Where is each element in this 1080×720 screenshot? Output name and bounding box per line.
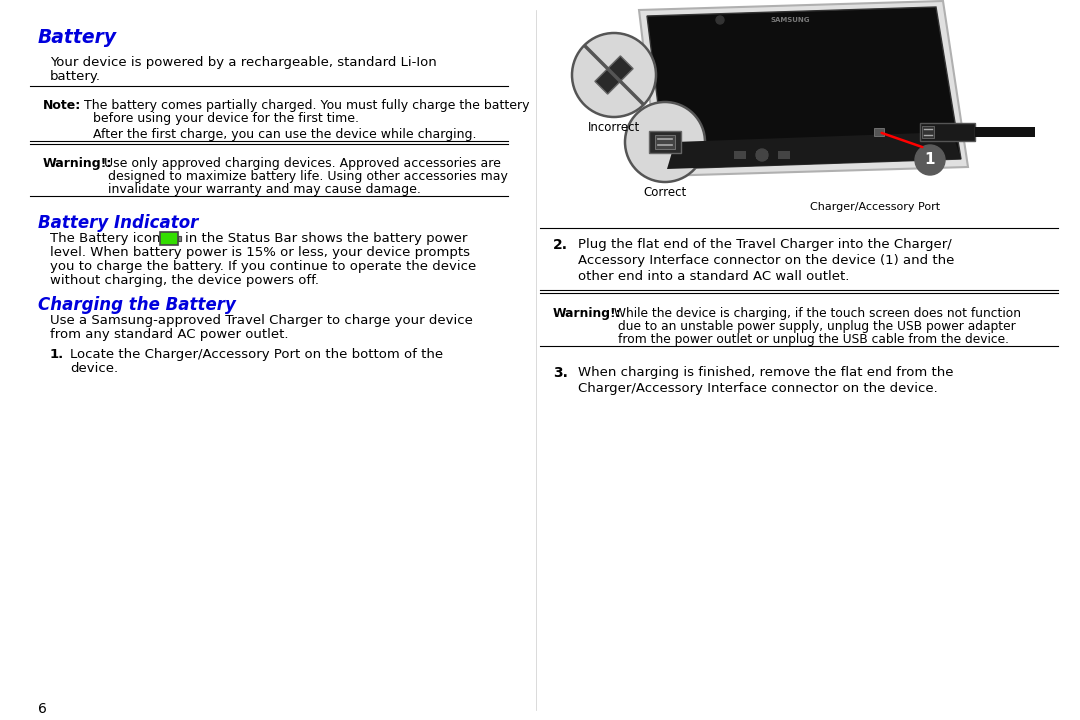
Bar bbox=[975, 127, 1035, 137]
Text: invalidate your warranty and may cause damage.: invalidate your warranty and may cause d… bbox=[108, 183, 421, 196]
Circle shape bbox=[716, 16, 724, 24]
Bar bbox=[654, 135, 675, 149]
Text: other end into a standard AC wall outlet.: other end into a standard AC wall outlet… bbox=[578, 270, 849, 283]
Text: Charger/Accessory Port: Charger/Accessory Port bbox=[810, 202, 940, 212]
Text: After the first charge, you can use the device while charging.: After the first charge, you can use the … bbox=[93, 128, 476, 141]
Text: Warning!:: Warning!: bbox=[43, 157, 112, 170]
Text: you to charge the battery. If you continue to operate the device: you to charge the battery. If you contin… bbox=[50, 260, 476, 273]
Text: level. When battery power is 15% or less, your device prompts: level. When battery power is 15% or less… bbox=[50, 246, 470, 259]
Bar bbox=[160, 232, 178, 245]
Polygon shape bbox=[595, 56, 633, 94]
Text: Accessory Interface connector on the device (1) and the: Accessory Interface connector on the dev… bbox=[578, 254, 955, 267]
Bar bbox=[178, 236, 181, 241]
Text: from any standard AC power outlet.: from any standard AC power outlet. bbox=[50, 328, 288, 341]
Text: Incorrect: Incorrect bbox=[588, 121, 640, 134]
Text: 2.: 2. bbox=[553, 238, 568, 252]
Text: without charging, the device powers off.: without charging, the device powers off. bbox=[50, 274, 319, 287]
Text: 1: 1 bbox=[924, 153, 935, 168]
Text: 3.: 3. bbox=[553, 366, 568, 380]
Polygon shape bbox=[639, 1, 968, 176]
Text: in the Status Bar shows the battery power: in the Status Bar shows the battery powe… bbox=[185, 232, 468, 245]
Text: Charging the Battery: Charging the Battery bbox=[38, 296, 235, 314]
Text: The battery comes partially charged. You must fully charge the battery: The battery comes partially charged. You… bbox=[80, 99, 529, 112]
Text: before using your device for the first time.: before using your device for the first t… bbox=[93, 112, 359, 125]
Text: Note:: Note: bbox=[43, 99, 81, 112]
Bar bbox=[734, 151, 746, 159]
Text: battery.: battery. bbox=[50, 70, 102, 83]
Text: device.: device. bbox=[70, 362, 118, 375]
Text: When charging is finished, remove the flat end from the: When charging is finished, remove the fl… bbox=[578, 366, 954, 379]
Bar bbox=[874, 128, 885, 136]
Text: Your device is powered by a rechargeable, standard Li-Ion: Your device is powered by a rechargeable… bbox=[50, 56, 436, 69]
Text: 6: 6 bbox=[38, 702, 46, 716]
Bar bbox=[756, 151, 768, 159]
Circle shape bbox=[756, 149, 768, 161]
Text: Battery: Battery bbox=[38, 28, 117, 47]
Text: Use a Samsung-approved Travel Charger to charge your device: Use a Samsung-approved Travel Charger to… bbox=[50, 314, 473, 327]
Bar bbox=[920, 123, 975, 141]
Bar bbox=[649, 131, 681, 153]
Text: Plug the flat end of the Travel Charger into the Charger/: Plug the flat end of the Travel Charger … bbox=[578, 238, 951, 251]
Text: Battery Indicator: Battery Indicator bbox=[38, 214, 199, 232]
Text: While the device is charging, if the touch screen does not function: While the device is charging, if the tou… bbox=[610, 307, 1021, 320]
Text: designed to maximize battery life. Using other accessories may: designed to maximize battery life. Using… bbox=[108, 170, 508, 183]
Text: Warning!:: Warning!: bbox=[553, 307, 622, 320]
Polygon shape bbox=[667, 132, 961, 169]
Text: due to an unstable power supply, unplug the USB power adapter: due to an unstable power supply, unplug … bbox=[618, 320, 1016, 333]
Text: Locate the Charger/Accessory Port on the bottom of the: Locate the Charger/Accessory Port on the… bbox=[70, 348, 443, 361]
Text: from the power outlet or unplug the USB cable from the device.: from the power outlet or unplug the USB … bbox=[618, 333, 1009, 346]
Text: Correct: Correct bbox=[644, 186, 687, 199]
Circle shape bbox=[572, 33, 656, 117]
Polygon shape bbox=[647, 7, 961, 169]
Text: 1.: 1. bbox=[50, 348, 64, 361]
Circle shape bbox=[625, 102, 705, 182]
Text: SAMSUNG: SAMSUNG bbox=[770, 17, 810, 23]
Circle shape bbox=[915, 145, 945, 175]
Text: Use only approved charging devices. Approved accessories are: Use only approved charging devices. Appr… bbox=[100, 157, 501, 170]
Bar bbox=[922, 126, 934, 138]
Bar bbox=[778, 151, 789, 159]
Text: Charger/Accessory Interface connector on the device.: Charger/Accessory Interface connector on… bbox=[578, 382, 937, 395]
Text: The Battery icon: The Battery icon bbox=[50, 232, 161, 245]
